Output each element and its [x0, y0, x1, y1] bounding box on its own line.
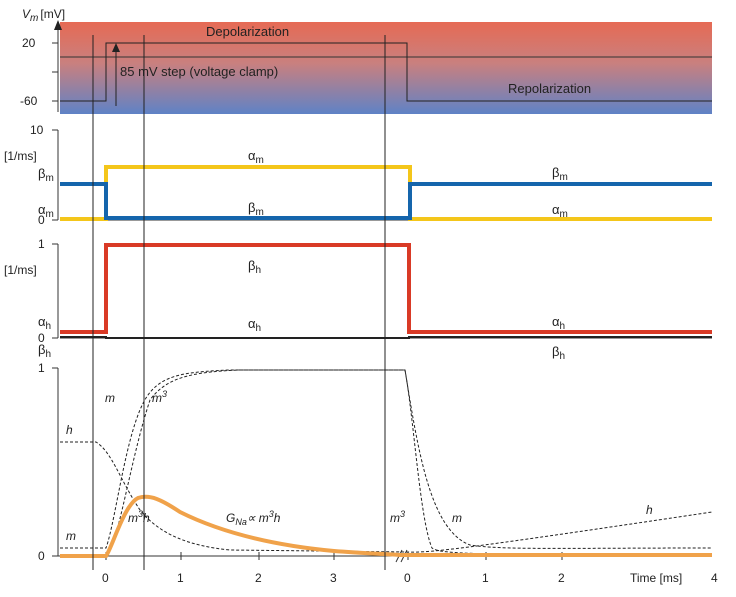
rate-h-panel: 1 0 [1/ms] αh βh βh αh αh βh — [4, 237, 712, 362]
voltage-panel: Vm [mV] 20 -60 Depolarization 85 mV step … — [20, 7, 712, 114]
rate-m-tick-0: 0 — [38, 213, 45, 227]
m3-curve — [60, 369, 713, 556]
rate-m-unit: [1/ms] — [4, 149, 37, 163]
alpha-m-trace — [60, 165, 712, 221]
voltage-step-trace — [60, 42, 712, 102]
label-h-right: h — [646, 503, 653, 517]
label-beta-h-right: βh — [552, 344, 565, 362]
voltage-tick-20: 20 — [22, 36, 36, 50]
label-alpha-m-mid: αm — [248, 148, 264, 166]
m-curve — [60, 369, 713, 549]
rate-m-panel: 10 0 [1/ms] βm αm αm βm βm αm — [4, 123, 712, 227]
alpha-h-trace — [60, 336, 712, 339]
label-beta-h-left: βh — [38, 342, 51, 360]
rate-h-tick-0: 0 — [38, 331, 45, 345]
label-alpha-m-left: αm — [38, 202, 54, 220]
gating-tick-0: 0 — [38, 549, 45, 563]
gating-tick-1: 1 — [38, 361, 45, 375]
beta-h-trace — [60, 243, 712, 334]
voltage-axis-arrow — [54, 20, 62, 30]
gna-conductance-curve — [60, 494, 712, 558]
depolarization-label: Depolarization — [206, 24, 289, 39]
timing-lines — [92, 35, 386, 570]
label-alpha-h-mid: αh — [248, 316, 261, 334]
x-tick-label: 2 — [255, 571, 262, 585]
h-curve — [60, 441, 713, 553]
repolarization-label: Repolarization — [508, 81, 591, 96]
voltage-gradient-band — [60, 22, 712, 114]
label-m-upper: m — [105, 391, 115, 405]
label-m-right: m — [452, 511, 462, 525]
label-beta-h-mid: βh — [248, 258, 261, 276]
rate-h-unit: [1/ms] — [4, 263, 37, 277]
label-beta-m-left: βm — [38, 166, 54, 184]
label-gna: GNa∝ m3h — [226, 509, 281, 527]
x-tick-label: 2 — [558, 571, 565, 585]
label-alpha-h-left: αh — [38, 314, 51, 332]
label-alpha-m-right: αm — [552, 202, 568, 220]
time-axis-label: Time [ms] — [630, 571, 682, 585]
time-axis-last-tick: 4 — [711, 571, 718, 585]
step-label: 85 mV step (voltage clamp) — [120, 64, 278, 79]
x-tick-label: 0 — [404, 571, 411, 585]
label-m-lower: m — [66, 529, 76, 543]
label-beta-m-right: βm — [552, 165, 568, 183]
voltage-axis-label: Vm [mV] — [22, 7, 65, 24]
label-m3h: m3h — [128, 509, 150, 525]
rate-m-tick-10: 10 — [30, 123, 44, 137]
voltage-tick-neg60: -60 — [20, 94, 38, 108]
step-arrow-head — [112, 43, 120, 52]
x-tick-label: 3 — [330, 571, 337, 585]
x-tick-label: 1 — [177, 571, 184, 585]
label-beta-m-mid: βm — [248, 200, 264, 218]
label-h-left: h — [66, 423, 73, 437]
rate-h-tick-1: 1 — [38, 237, 45, 251]
label-m3-upper: m3 — [152, 389, 167, 405]
label-m3-right: m3 — [390, 509, 405, 525]
label-alpha-h-right: αh — [552, 314, 565, 332]
x-tick-label: 0 — [102, 571, 109, 585]
x-tick-label: 1 — [482, 571, 489, 585]
beta-m-trace — [60, 182, 712, 220]
gating-panel: 1 0 0 1 2 3 0 1 2 Time [ms] 4 m m3 — [38, 361, 718, 585]
